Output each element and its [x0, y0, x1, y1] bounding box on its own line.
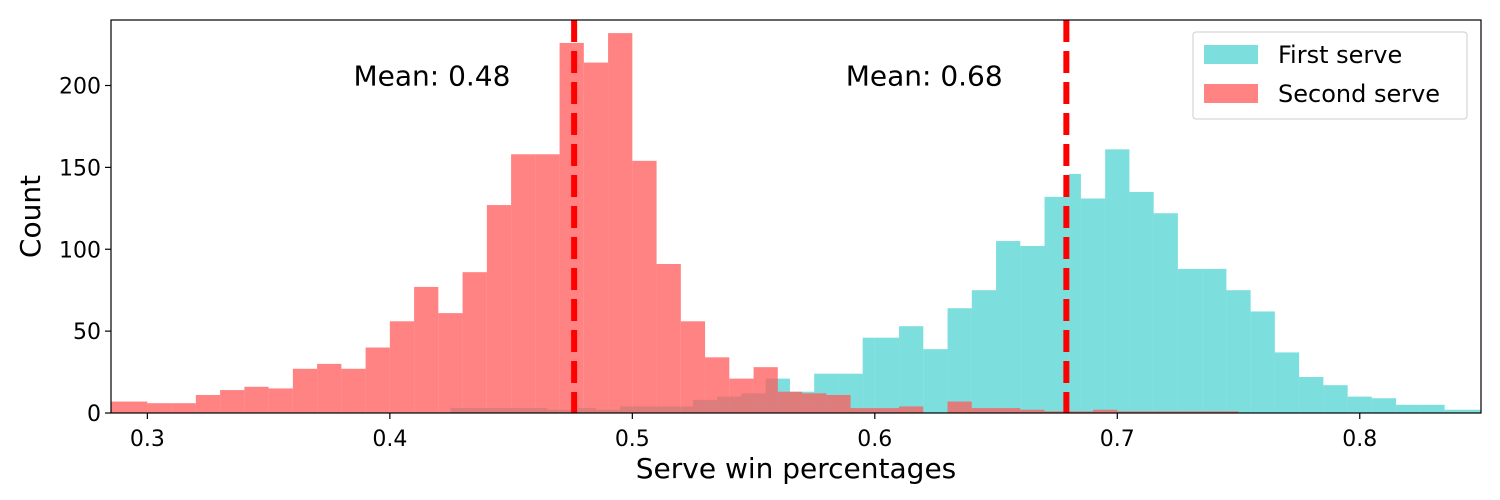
legend-label-second-serve: Second serve [1278, 80, 1440, 108]
y-axis-label: Count [14, 175, 47, 258]
histogram-bar-first-serve-39 [1371, 398, 1397, 413]
histogram-bar-second-serve-21 [632, 160, 657, 413]
histogram-bar-first-serve-24 [1020, 245, 1045, 413]
histogram-bar-second-serve-34 [947, 401, 972, 413]
x-tick-label: 0.3 [130, 427, 165, 452]
mean-lines-layer [571, 20, 1070, 413]
histogram-bar-second-serve-4 [220, 390, 245, 413]
histogram-bar-second-serve-12 [414, 286, 439, 413]
legend: First serve Second serve [1192, 31, 1468, 120]
y-tick-label: 0 [87, 402, 101, 427]
histogram-bar-second-serve-23 [680, 321, 706, 413]
histogram-bar-first-serve-28 [1105, 149, 1130, 414]
histogram-bar-second-serve-2 [171, 403, 196, 413]
histogram-bar-second-serve-15 [486, 205, 512, 413]
histogram-bar-second-serve-1 [147, 403, 172, 413]
histogram-bar-first-serve-32 [1202, 268, 1227, 413]
plot-frame [110, 19, 1482, 414]
histogram-bar-second-serve-5 [244, 386, 269, 413]
histogram-bar-first-serve-34 [1250, 311, 1275, 413]
mean-annotation: Mean: 0.48 [353, 60, 510, 93]
histogram-bar-second-serve-29 [826, 394, 851, 413]
histogram-bar-first-serve-33 [1226, 290, 1251, 413]
histogram-bar-second-serve-19 [583, 62, 609, 413]
histogram-bar-second-serve-28 [802, 393, 827, 413]
histogram-bar-second-serve-32 [899, 406, 924, 413]
histogram-bar-second-serve-17 [535, 154, 560, 413]
histogram-bar-first-serve-41 [1420, 404, 1445, 413]
histogram-bar-second-serve-39 [1068, 411, 1094, 413]
histogram-bar-second-serve-20 [608, 33, 633, 413]
histogram-bar-first-serve-18 [874, 337, 900, 413]
legend-swatch-first-serve [1204, 45, 1258, 64]
histogram-bar-first-serve-38 [1347, 396, 1372, 413]
y-tick-label: 50 [73, 320, 101, 345]
histogram-bar-second-serve-25 [729, 378, 754, 413]
histogram-bar-first-serve-30 [1153, 213, 1178, 413]
y-tick-label: 100 [59, 238, 101, 263]
histogram-bar-first-serve-40 [1396, 404, 1421, 413]
legend-swatch-second-serve [1204, 84, 1258, 103]
histogram-bar-second-serve-14 [462, 272, 487, 413]
y-axis-ticks: 0 50 100 150 200 [59, 75, 111, 427]
histogram-bar-second-serve-31 [874, 408, 900, 413]
histogram-bar-second-serve-9 [341, 368, 366, 413]
histogram-bar-first-serve-17 [862, 337, 875, 413]
histogram-bar-first-serve-27 [1080, 198, 1106, 413]
histogram-bar-first-serve-29 [1129, 191, 1154, 413]
annotations-layer: Mean: 0.48 Mean: 0.68 [353, 60, 1002, 93]
x-axis-ticks: 0.3 0.4 0.5 0.6 0.7 0.8 [130, 413, 1377, 452]
histogram-bar-second-serve-8 [317, 363, 342, 413]
histogram-bar-first-serve-31 [1177, 268, 1203, 413]
histogram-bar-first-serve-42 [1444, 409, 1481, 413]
histogram-bar-first-serve-19 [899, 326, 924, 413]
x-tick-label: 0.6 [857, 427, 892, 452]
histogram-bar-second-serve-0 [111, 401, 148, 413]
histogram-bar-second-serve-38 [1044, 411, 1069, 413]
histogram-bar-first-serve-23 [996, 241, 1021, 413]
histogram-bar-first-serve-22 [971, 290, 997, 413]
histogram-bar-second-serve-10 [365, 347, 390, 413]
histogram-bar-second-serve-7 [292, 368, 318, 413]
histogram-bar-first-serve-36 [1299, 376, 1324, 413]
histogram-bar-second-serve-3 [195, 394, 221, 413]
histogram-bar-second-serve-40 [1093, 409, 1118, 413]
histogram-bar-first-serve-35 [1274, 352, 1300, 413]
mean-annotation: Mean: 0.68 [846, 60, 1003, 93]
histogram-bar-second-serve-26 [753, 367, 778, 413]
legend-label-first-serve: First serve [1278, 41, 1402, 69]
histogram-bar-second-serve-27 [777, 391, 803, 413]
histogram-bar-first-serve-26 [1068, 173, 1081, 413]
legend-box [1192, 31, 1468, 120]
histogram-bar-first-serve-20 [923, 349, 948, 413]
x-tick-label: 0.8 [1342, 427, 1377, 452]
histogram-bar-second-serve-24 [705, 357, 730, 413]
histogram-bar-second-serve-11 [389, 321, 415, 413]
histogram-bar-second-serve-35 [971, 408, 997, 413]
histogram-bar-second-serve-41 [1117, 411, 1239, 413]
histogram-bar-second-serve-22 [656, 263, 681, 413]
histogram-bar-second-serve-30 [850, 408, 875, 413]
histogram-bar-second-serve-13 [438, 313, 463, 413]
histogram-bar-first-serve-21 [947, 308, 972, 413]
histogram-bar-first-serve-37 [1323, 385, 1348, 413]
x-tick-label: 0.7 [1100, 427, 1135, 452]
histogram-bar-second-serve-6 [268, 388, 293, 413]
y-tick-label: 150 [59, 156, 101, 181]
histogram-bar-second-serve-36 [996, 408, 1021, 413]
x-axis-label: Serve win percentages [636, 452, 957, 485]
histogram-bar-second-serve-37 [1020, 409, 1045, 413]
x-tick-label: 0.4 [372, 427, 407, 452]
bars-layer [111, 33, 1481, 414]
histogram-bar-second-serve-16 [511, 154, 536, 413]
x-tick-label: 0.5 [615, 427, 650, 452]
y-tick-label: 200 [59, 75, 101, 100]
